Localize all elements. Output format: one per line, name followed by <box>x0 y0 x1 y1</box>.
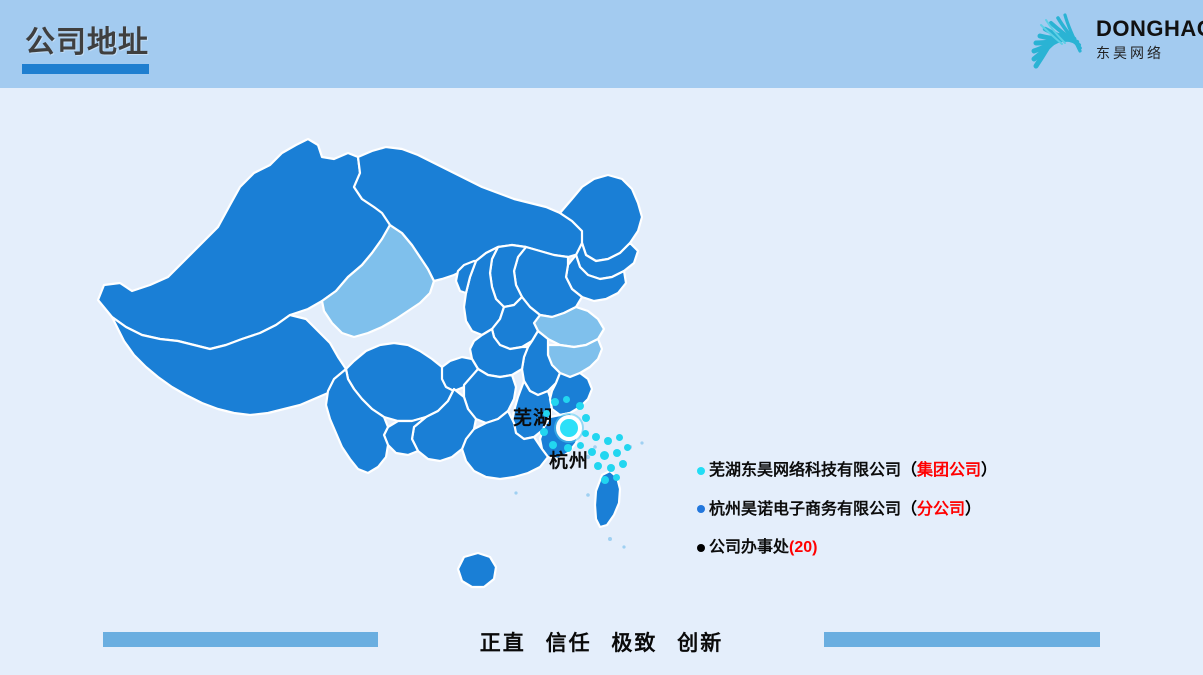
feather-fan-icon <box>1024 10 1094 72</box>
legend-bullet-blue-icon <box>697 505 705 514</box>
region-jiangxi <box>510 379 554 441</box>
city-label-hangzhou: 杭州 <box>549 451 590 472</box>
legend-bullet-black-icon <box>697 543 705 552</box>
legend-item-group-company: 芜湖东昊网络科技有限公司 （ 集团公司 ） <box>697 462 1127 480</box>
legend-highlight: 集团公司 <box>917 462 982 479</box>
region-yunnan <box>324 367 390 475</box>
header-band: 公司地址 <box>0 0 1203 88</box>
logo-text-block: DONGHAO 东昊网络 <box>1096 16 1203 61</box>
slogan-word-2: 信任 <box>545 632 592 655</box>
china-map <box>90 95 710 615</box>
island-taiwan <box>593 469 622 529</box>
legend-paren-close: ） <box>965 500 982 518</box>
title-underline-bar <box>22 64 149 74</box>
slogan-word-1: 正直 <box>479 632 526 655</box>
legend-highlight: 分公司 <box>917 500 966 518</box>
legend-paren-open: （ <box>901 500 918 518</box>
legend-label: 芜湖东昊网络科技有限公司 <box>709 462 902 479</box>
legend-highlight: (20) <box>789 539 818 557</box>
legend-paren-open: （ <box>901 462 918 479</box>
legend-bullet-cyan-icon <box>697 466 705 475</box>
legend-paren-close: ） <box>981 462 998 479</box>
footer-bar-left <box>103 632 378 647</box>
region-guangdong <box>460 409 550 481</box>
logo-cn-name: 东昊网络 <box>1096 45 1164 61</box>
city-label-wuhu: 芜湖 <box>513 408 554 429</box>
coastal-specks <box>514 441 644 549</box>
legend: 芜湖东昊网络科技有限公司 （ 集团公司 ） 杭州昊诺电子商务有限公司 （ 分公司… <box>697 462 1127 557</box>
region-ningxia <box>454 259 478 295</box>
page-title: 公司地址 <box>25 26 149 59</box>
region-zhejiang <box>548 371 594 417</box>
company-logo: DONGHAO 东昊网络 <box>1016 6 1203 78</box>
slogan-word-3: 极致 <box>611 632 658 655</box>
island-hainan <box>456 551 498 589</box>
legend-item-branch-company: 杭州昊诺电子商务有限公司 （ 分公司 ） <box>697 501 1127 519</box>
logo-en-name: DONGHAO <box>1096 16 1203 41</box>
legend-item-offices: 公司办事处 (20) <box>697 539 1127 557</box>
region-hubei <box>468 327 530 379</box>
legend-label: 公司办事处 <box>709 539 790 557</box>
footer-bar-right <box>824 632 1100 647</box>
legend-label: 杭州昊诺电子商务有限公司 <box>709 500 902 518</box>
footer-slogan: 正直 信任 极致 创新 <box>0 627 1203 657</box>
slogan-word-4: 创新 <box>677 632 724 655</box>
